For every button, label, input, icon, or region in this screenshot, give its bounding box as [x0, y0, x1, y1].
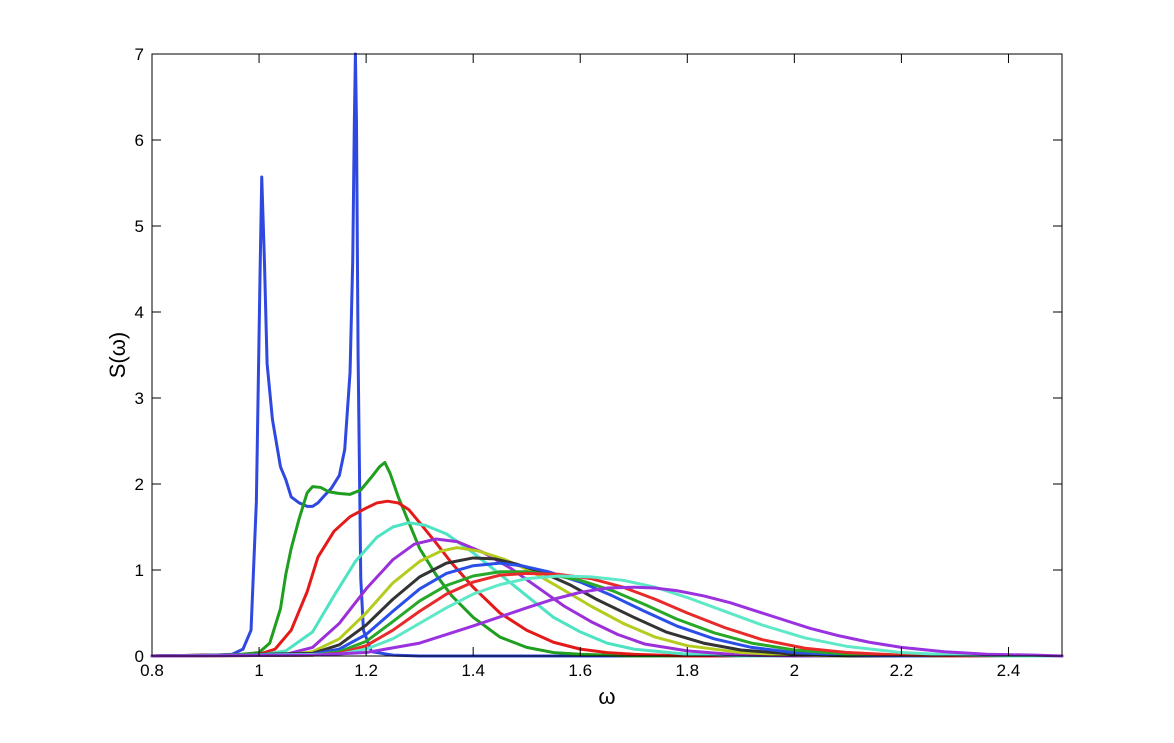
- y-tick-label: 3: [135, 389, 144, 408]
- x-tick-label: 1.6: [568, 661, 592, 680]
- y-tick-label: 7: [135, 45, 144, 64]
- y-tick-label: 6: [135, 131, 144, 150]
- y-axis-label: S(ω): [105, 332, 130, 379]
- series-line-1: [150, 52, 1064, 658]
- plot-frame: [151, 53, 1063, 657]
- x-tick-label: 2.2: [890, 661, 914, 680]
- series-line-4: [150, 521, 1064, 658]
- x-tick-label: 1.2: [354, 661, 378, 680]
- series-line-8: [150, 561, 1064, 658]
- x-axis-label: ω: [598, 684, 615, 709]
- series-line-6: [150, 546, 1064, 658]
- x-tick-label: 0.8: [140, 661, 164, 680]
- series-line-11: [150, 574, 1064, 658]
- x-tick-label: 1.8: [675, 661, 699, 680]
- x-tick-label: 2.4: [997, 661, 1021, 680]
- series-layer: [150, 52, 1064, 658]
- y-tick-label: 5: [135, 217, 144, 236]
- series-line-9: [150, 570, 1064, 658]
- series-line-2: [150, 461, 1064, 658]
- y-tick-label: 4: [135, 303, 144, 322]
- x-tick-label: 2: [790, 661, 799, 680]
- x-tick-label: 1: [254, 661, 263, 680]
- tick-layer: 0.8 1 1.2 1.4 1.6 1.8 2 2.2 2.4 0 1 2 3 4 5 6 7: [135, 45, 1062, 680]
- series-line-7: [150, 556, 1064, 658]
- y-tick-label: 0: [135, 647, 144, 666]
- x-tick-label: 1.4: [461, 661, 485, 680]
- y-tick-label: 2: [135, 475, 144, 494]
- y-tick-label: 1: [135, 561, 144, 580]
- series-line-12: [150, 585, 1064, 658]
